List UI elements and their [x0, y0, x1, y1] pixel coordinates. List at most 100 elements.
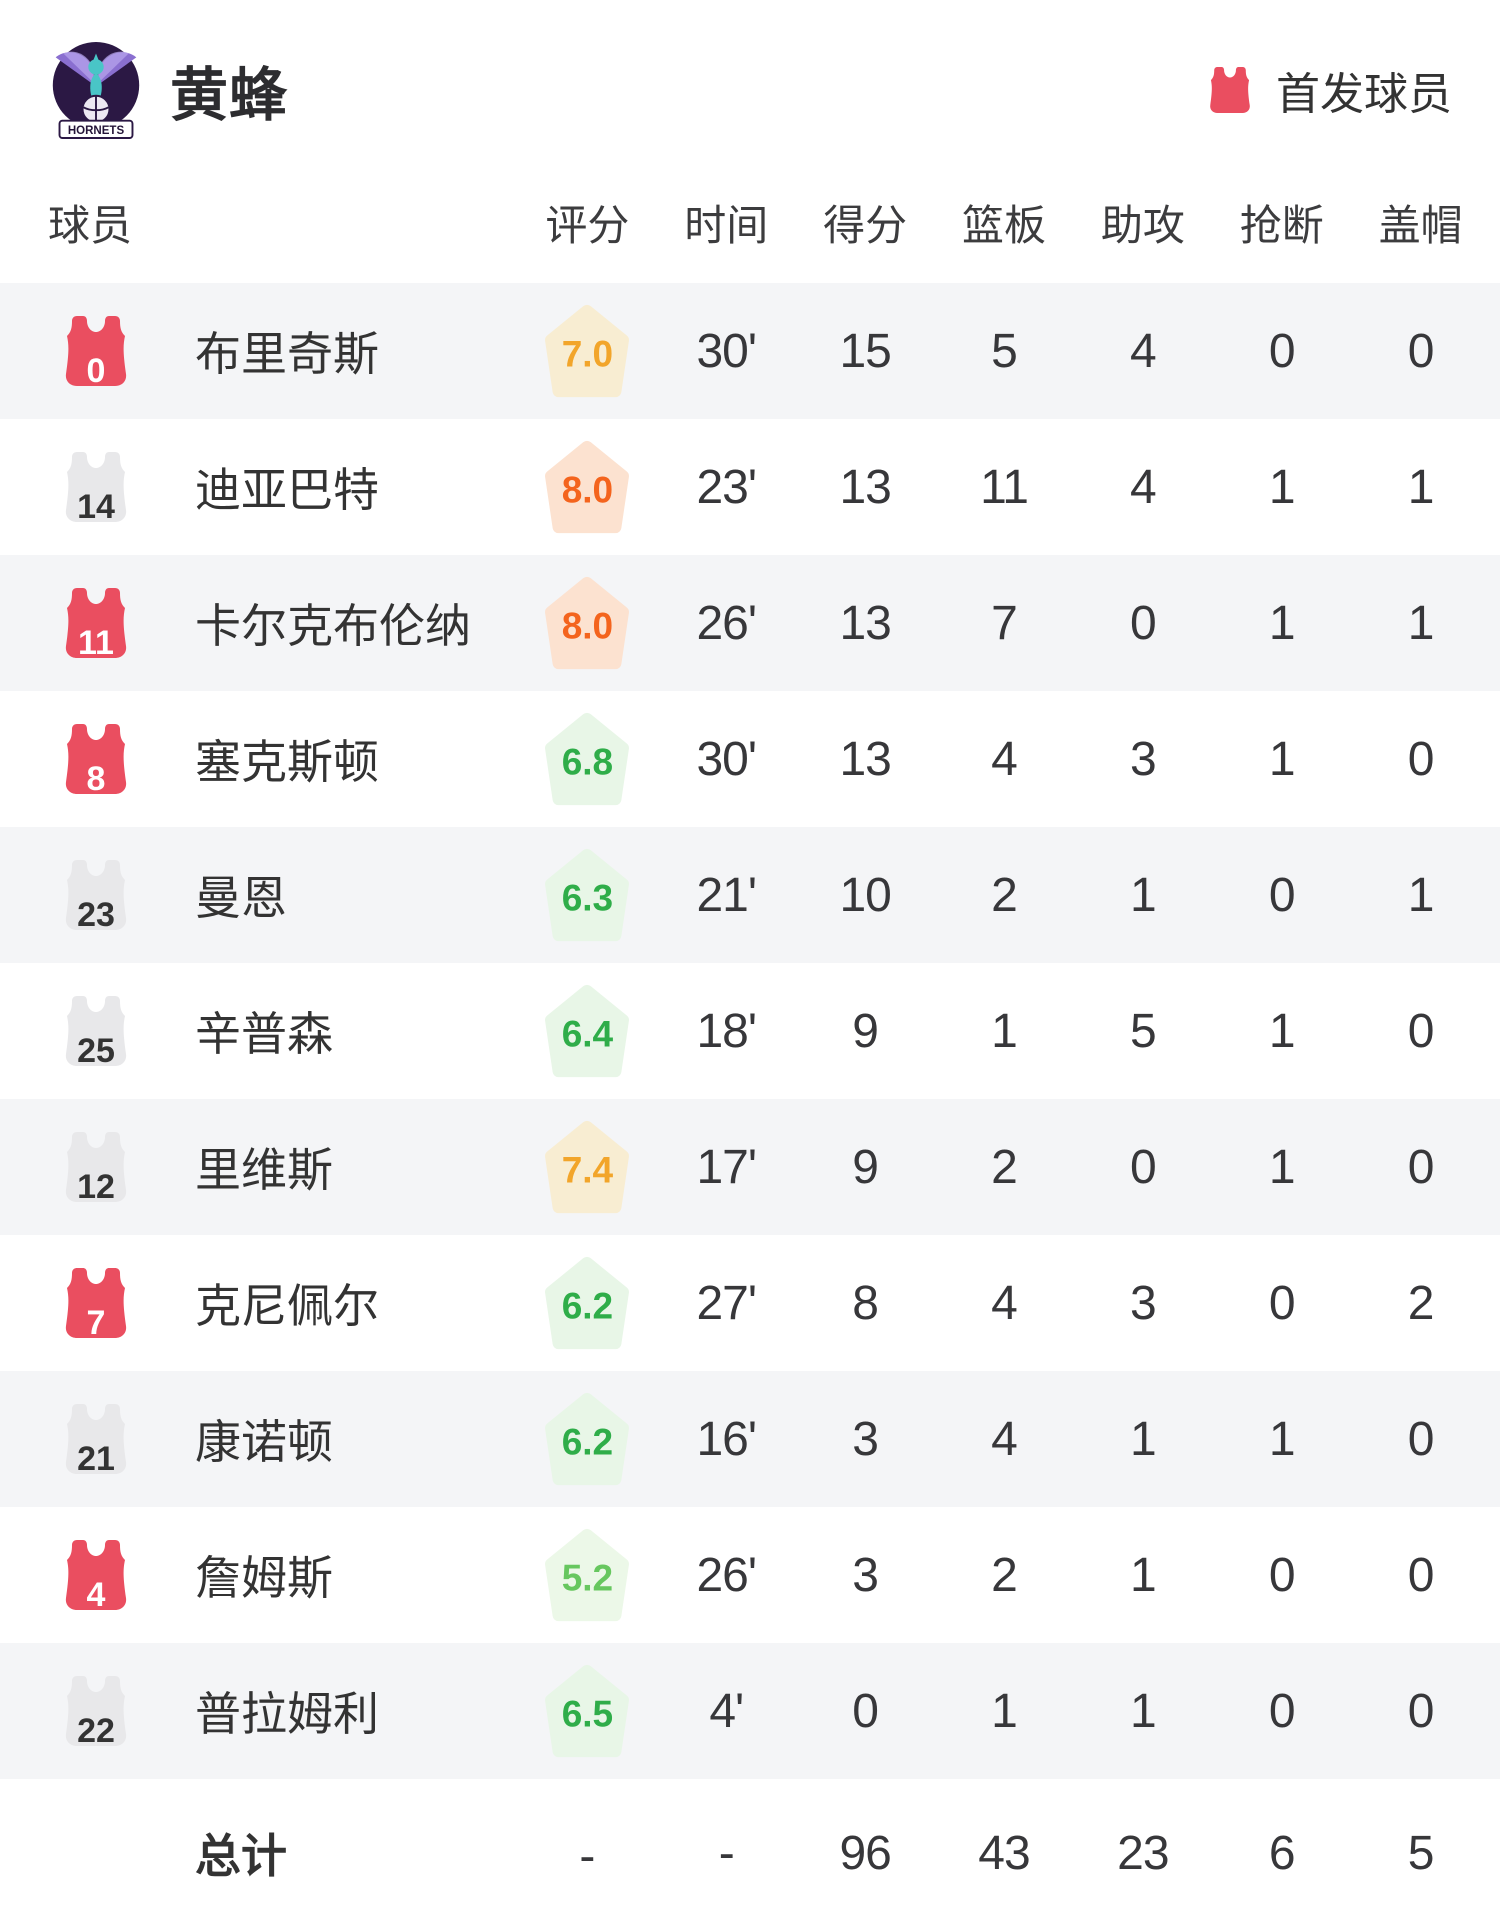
player-name: 曼恩 [195, 872, 287, 924]
starter-jersey-icon [1206, 65, 1254, 115]
table-column-header: 球员 评分 时间 得分 篮板 助攻 抢断 盖帽 [0, 156, 1500, 283]
player-row[interactable]: 12 里维斯 7.4 17' 9 2 0 1 0 [0, 1099, 1500, 1235]
col-assists: 助攻 [1100, 202, 1185, 249]
points-value: 15 [839, 324, 891, 378]
rebounds-value: 4 [991, 732, 1018, 786]
time-value: 30' [696, 732, 757, 786]
time-value: 26' [696, 1548, 757, 1602]
player-name: 里维斯 [195, 1144, 333, 1196]
time-value: 30' [696, 324, 757, 378]
steals-value: 0 [1268, 868, 1296, 922]
jersey-number: 11 [78, 624, 114, 662]
rating-badge: 7.0 [545, 304, 630, 398]
team-block: HORNETS 黄蜂 [48, 40, 288, 140]
rating-badge: 6.3 [545, 848, 630, 942]
time-value: 18' [696, 1004, 757, 1058]
rebounds-value: 5 [991, 324, 1018, 378]
jersey-icon: 23 [60, 857, 132, 933]
points-value: 96 [839, 1826, 891, 1880]
jersey-number: 0 [86, 352, 106, 390]
steals-value: 1 [1268, 460, 1296, 514]
player-row[interactable]: 8 塞克斯顿 6.8 30' 13 4 3 1 0 [0, 691, 1500, 827]
blocks-value: 1 [1407, 596, 1435, 650]
points-value: 8 [852, 1276, 879, 1330]
rating-badge: 6.8 [545, 712, 630, 806]
points-value: 13 [839, 732, 891, 786]
starter-legend: 首发球员 [1206, 58, 1452, 122]
jersey-number: 21 [77, 1440, 115, 1478]
jersey-icon: 25 [60, 993, 132, 1069]
blocks-value: 0 [1407, 1004, 1435, 1058]
assists-value: 4 [1130, 460, 1157, 514]
time-value: 26' [696, 596, 757, 650]
jersey-icon: 11 [60, 585, 132, 661]
points-value: 10 [839, 868, 891, 922]
jersey-number: 7 [86, 1304, 106, 1342]
blocks-value: 0 [1407, 732, 1435, 786]
assists-value: 0 [1130, 1140, 1157, 1194]
rating-value: 6.2 [561, 1421, 614, 1463]
rating-badge: 5.2 [545, 1528, 630, 1622]
col-steals: 抢断 [1239, 202, 1324, 249]
assists-value: 23 [1117, 1826, 1169, 1880]
jersey-icon: 8 [60, 721, 132, 797]
time-value: - [718, 1826, 735, 1880]
steals-value: 1 [1268, 732, 1296, 786]
rebounds-value: 2 [991, 1140, 1018, 1194]
player-table: 0 布里奇斯 7.0 30' 15 5 4 0 0 14 迪亚巴特 [0, 283, 1500, 1927]
hornets-logo-icon: HORNETS [48, 40, 144, 140]
assists-value: 1 [1130, 1412, 1157, 1466]
points-value: 13 [839, 460, 891, 514]
assists-value: 3 [1130, 732, 1157, 786]
player-name: 辛普森 [195, 1008, 333, 1060]
time-value: 21' [696, 868, 757, 922]
blocks-value: 1 [1407, 460, 1435, 514]
time-value: 23' [696, 460, 757, 514]
blocks-value: 1 [1407, 868, 1435, 922]
player-row[interactable]: 4 詹姆斯 5.2 26' 3 2 1 0 0 [0, 1507, 1500, 1643]
rebounds-value: 11 [980, 460, 1029, 514]
player-row[interactable]: 14 迪亚巴特 8.0 23' 13 11 4 1 1 [0, 419, 1500, 555]
player-row[interactable]: 0 布里奇斯 7.0 30' 15 5 4 0 0 [0, 283, 1500, 419]
player-name: 普拉姆利 [195, 1688, 379, 1740]
total-row: 总计 - - 96 43 23 6 5 [0, 1779, 1500, 1927]
player-row[interactable]: 7 克尼佩尔 6.2 27' 8 4 3 0 2 [0, 1235, 1500, 1371]
jersey-number: 14 [77, 488, 115, 526]
rebounds-value: 2 [991, 868, 1018, 922]
player-name: 卡尔克布伦纳 [195, 600, 471, 652]
player-row[interactable]: 11 卡尔克布伦纳 8.0 26' 13 7 0 1 1 [0, 555, 1500, 691]
points-value: 0 [852, 1684, 879, 1738]
player-name: 总计 [195, 1830, 287, 1882]
points-value: 9 [852, 1140, 879, 1194]
jersey-icon: 0 [60, 313, 132, 389]
col-points: 得分 [823, 202, 908, 249]
assists-value: 5 [1130, 1004, 1157, 1058]
jersey-number: 8 [86, 760, 106, 798]
player-row[interactable]: 22 普拉姆利 6.5 4' 0 1 1 0 0 [0, 1643, 1500, 1779]
assists-value: 0 [1130, 596, 1157, 650]
jersey-number: 22 [77, 1712, 115, 1750]
player-row[interactable]: 25 辛普森 6.4 18' 9 1 5 1 0 [0, 963, 1500, 1099]
player-row[interactable]: 21 康诺顿 6.2 16' 3 4 1 1 0 [0, 1371, 1500, 1507]
rating-value: 6.2 [561, 1285, 614, 1327]
jersey-number: 25 [77, 1032, 115, 1070]
rating-badge: 6.5 [545, 1664, 630, 1758]
rating-badge: 6.4 [545, 984, 630, 1078]
blocks-value: 2 [1407, 1276, 1435, 1330]
steals-value: 6 [1268, 1826, 1296, 1880]
points-value: 3 [852, 1548, 879, 1602]
blocks-value: 0 [1407, 1140, 1435, 1194]
team-name: 黄蜂 [170, 63, 289, 128]
assists-value: 1 [1130, 1684, 1157, 1738]
steals-value: 1 [1268, 1412, 1296, 1466]
player-name: 布里奇斯 [195, 328, 379, 380]
blocks-value: 5 [1407, 1826, 1435, 1880]
jersey-number: 23 [77, 896, 115, 934]
assists-value: 4 [1130, 324, 1157, 378]
player-name: 克尼佩尔 [195, 1280, 379, 1332]
player-row[interactable]: 23 曼恩 6.3 21' 10 2 1 0 1 [0, 827, 1500, 963]
rating-badge: 8.0 [545, 440, 630, 534]
rating-badge: 6.2 [545, 1256, 630, 1350]
jersey-icon: 22 [60, 1673, 132, 1749]
jersey-number: 4 [86, 1576, 106, 1614]
